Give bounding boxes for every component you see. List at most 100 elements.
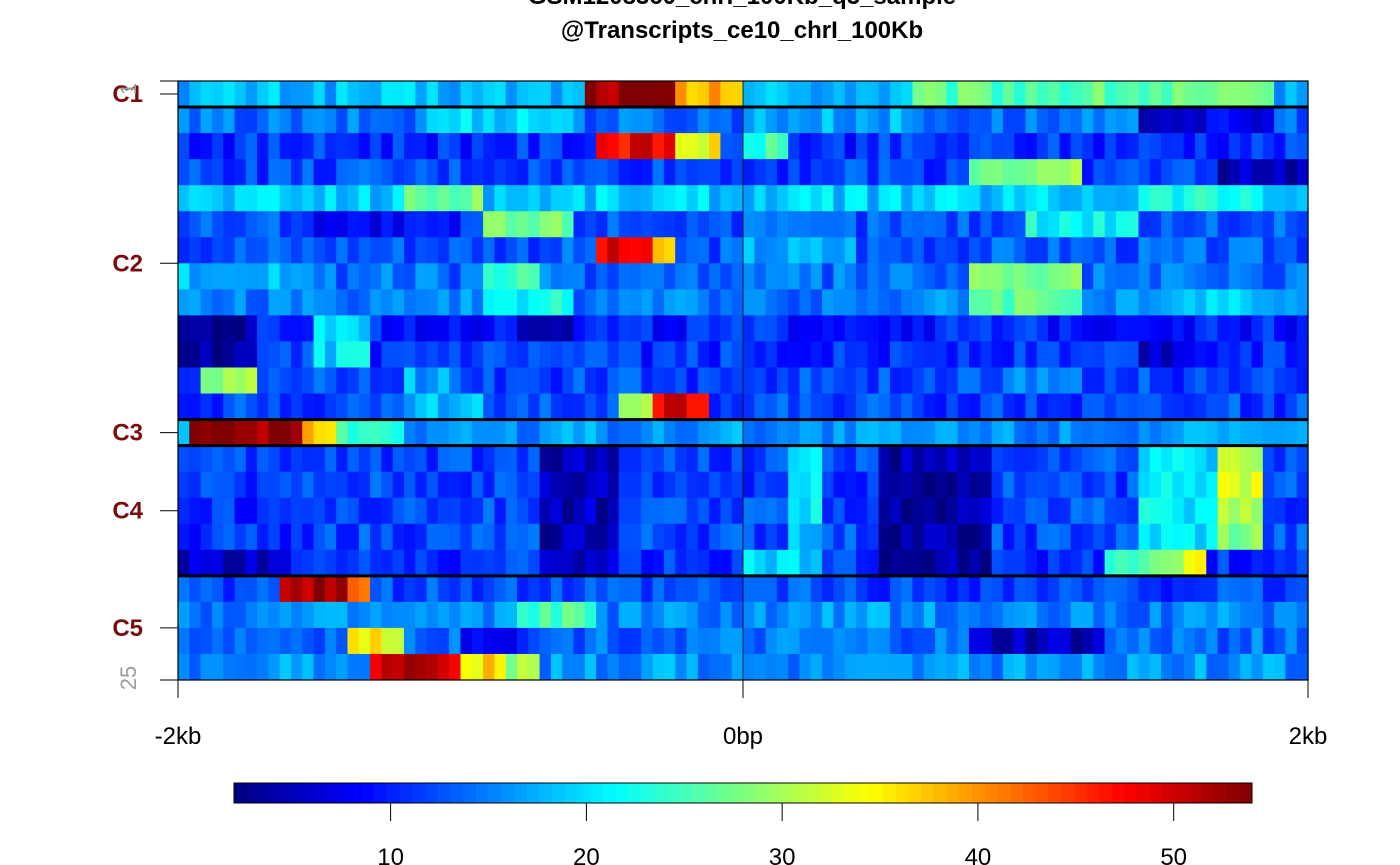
heatmap-cell: [754, 315, 767, 342]
heatmap-cell: [709, 653, 721, 681]
heatmap-cell: [889, 393, 902, 420]
heatmap-cell: [1149, 445, 1162, 473]
heatmap-cell: [1217, 653, 1230, 681]
heatmap-cell: [1082, 159, 1094, 186]
heatmap-cell: [404, 263, 416, 290]
heatmap-cell: [539, 497, 552, 525]
heatmap-cell: [1070, 159, 1083, 186]
heatmap-cell: [607, 653, 620, 681]
heatmap-cell: [313, 653, 326, 681]
heatmap-cell: [844, 367, 857, 394]
heatmap-cell: [1206, 107, 1219, 134]
heatmap-cell: [1285, 159, 1298, 186]
heatmap-cell: [686, 601, 699, 629]
heatmap-cell: [776, 653, 789, 681]
heatmap-cell: [189, 627, 202, 655]
heatmap-cell: [810, 211, 823, 238]
heatmap-cell: [449, 107, 462, 134]
heatmap-cell: [776, 627, 789, 655]
heatmap-cell: [946, 549, 959, 577]
heatmap-cell: [573, 445, 586, 473]
heatmap-cell: [1161, 107, 1173, 134]
heatmap-cell: [460, 627, 473, 655]
heatmap-cell: [731, 107, 744, 134]
heatmap-cell: [1025, 211, 1038, 238]
heatmap-cell: [1048, 601, 1060, 629]
heatmap-cell: [494, 653, 507, 681]
heatmap-cell: [178, 627, 190, 655]
heatmap-cell: [528, 341, 541, 368]
heatmap-cell: [336, 263, 349, 290]
heatmap-cell: [935, 367, 947, 394]
heatmap-cell: [765, 523, 778, 551]
heatmap-cell: [404, 159, 416, 186]
heatmap-cell: [980, 159, 993, 186]
heatmap-cell: [618, 445, 631, 473]
heatmap-cell: [268, 523, 281, 551]
heatmap-cell: [1036, 211, 1049, 238]
heatmap-cell: [404, 523, 416, 551]
heatmap-cell: [754, 523, 767, 551]
heatmap-cell: [1274, 341, 1286, 368]
colorbar-segment: [1061, 783, 1075, 803]
heatmap-cell: [1285, 263, 1298, 290]
heatmap-cell: [1262, 315, 1275, 342]
heatmap-cell: [392, 263, 405, 290]
heatmap-cell: [483, 445, 495, 473]
heatmap-cell: [1036, 367, 1049, 394]
heatmap-cell: [1070, 185, 1083, 212]
heatmap-cell: [878, 107, 891, 134]
heatmap-cell: [731, 341, 744, 368]
heatmap-cell: [245, 497, 258, 525]
heatmap-cell: [573, 341, 586, 368]
heatmap-cell: [460, 133, 473, 160]
heatmap-cell: [641, 627, 654, 655]
heatmap-cell: [415, 315, 428, 342]
heatmap-cell: [573, 627, 586, 655]
heatmap-cell: [1296, 341, 1309, 368]
colorbar-segment: [882, 783, 897, 803]
heatmap-cell: [923, 81, 936, 108]
heatmap-cell: [1025, 653, 1038, 681]
heatmap-cell: [573, 471, 586, 499]
heatmap-cell: [1048, 237, 1060, 264]
heatmap-cell: [437, 341, 450, 368]
heatmap-cell: [991, 497, 1004, 525]
heatmap-cell: [1127, 159, 1140, 186]
heatmap-cell: [652, 211, 665, 238]
heatmap-cell: [889, 185, 902, 212]
heatmap-cell: [302, 523, 315, 551]
heatmap-cell: [946, 237, 959, 264]
heatmap-cell: [686, 263, 699, 290]
colorbar-segment: [946, 783, 960, 803]
heatmap-cell: [1127, 185, 1140, 212]
heatmap-cell: [833, 237, 846, 264]
heatmap-cell: [697, 133, 710, 160]
heatmap-cell: [1138, 289, 1151, 316]
heatmap-cell: [799, 237, 812, 264]
heatmap-cell: [370, 263, 382, 290]
heatmap-cell: [1115, 341, 1128, 368]
heatmap-cell: [1138, 133, 1151, 160]
heatmap-cell: [573, 549, 586, 577]
heatmap-cell: [1161, 497, 1173, 525]
heatmap-cell: [788, 185, 801, 212]
heatmap-cell: [1161, 185, 1173, 212]
heatmap-cell: [754, 367, 767, 394]
heatmap-cell: [765, 211, 778, 238]
heatmap-cell: [234, 601, 247, 629]
heatmap-cell: [878, 211, 891, 238]
heatmap-cell: [596, 263, 608, 290]
heatmap-cell: [799, 653, 812, 681]
heatmap-cell: [324, 549, 337, 577]
heatmap-cell: [1070, 419, 1083, 447]
heatmap-cell: [833, 367, 846, 394]
heatmap-cell: [211, 107, 224, 134]
heatmap-cell: [901, 471, 914, 499]
heatmap-cell: [697, 445, 710, 473]
heatmap-cell: [810, 367, 823, 394]
heatmap-cell: [1104, 627, 1117, 655]
heatmap-cell: [663, 289, 676, 316]
heatmap-cell: [1206, 289, 1219, 316]
heatmap-cell: [449, 497, 462, 525]
